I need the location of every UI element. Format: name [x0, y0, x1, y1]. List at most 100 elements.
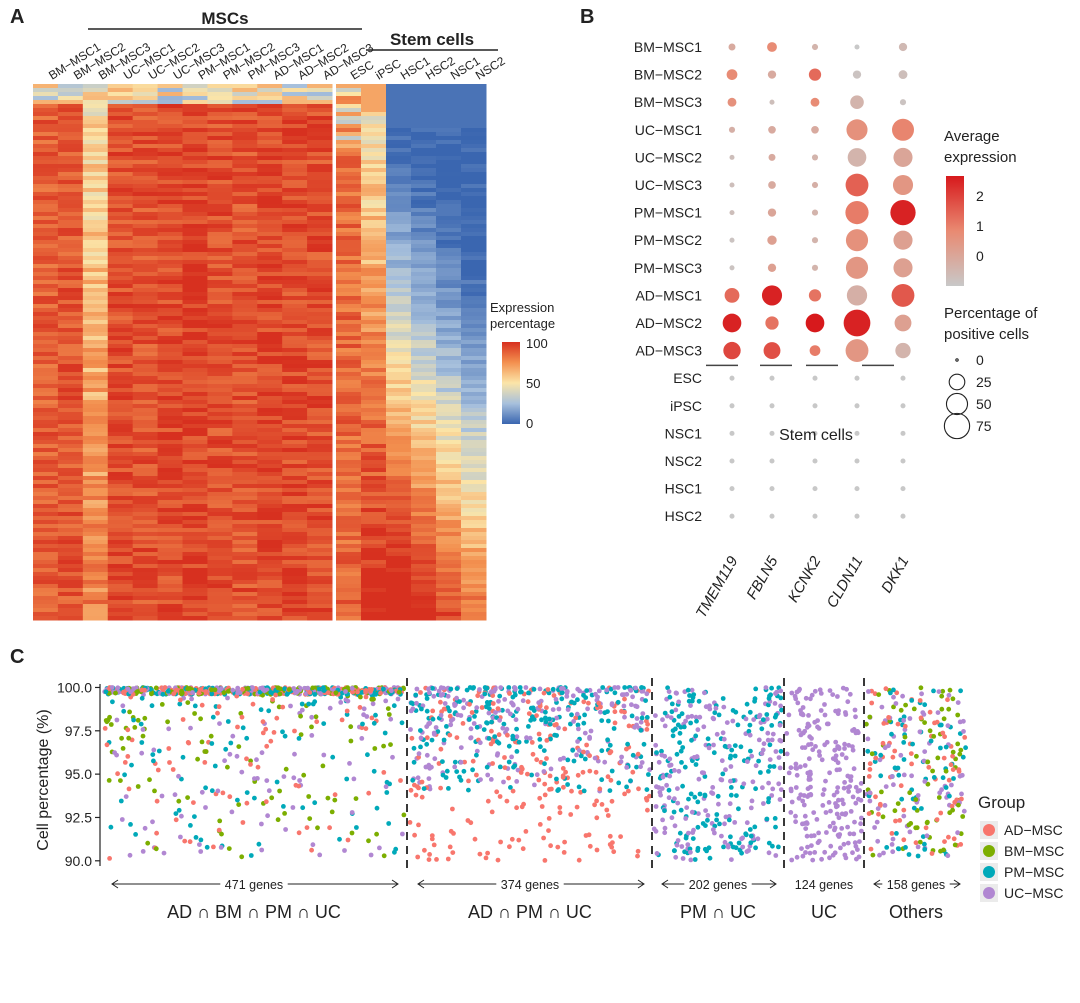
heatmap-cell — [157, 444, 183, 449]
heatmap-cell — [411, 584, 437, 589]
heatmap-cell — [386, 172, 412, 177]
heatmap-cell — [82, 300, 109, 305]
heatmap-cell — [282, 576, 308, 581]
heatmap-cell — [461, 432, 487, 437]
scatter-point — [410, 777, 416, 783]
heatmap-cell — [436, 268, 462, 273]
heatmap-cell — [307, 588, 333, 593]
heatmap-cell — [107, 508, 134, 513]
scatter-point — [920, 834, 926, 839]
heatmap-cell — [461, 188, 487, 193]
scatter-point — [539, 804, 545, 809]
scatter-point — [510, 788, 516, 794]
heatmap-cell — [82, 280, 109, 285]
heatmap-cell — [232, 320, 258, 325]
heatmap-cell — [82, 492, 109, 497]
scatter-point — [556, 787, 561, 792]
heatmap-cell — [107, 424, 134, 429]
heatmap-cell — [157, 520, 183, 525]
heatmap-cell — [361, 596, 387, 601]
dot-plot-dot — [769, 458, 775, 464]
dot-plot-dot — [900, 403, 906, 409]
heatmap-cell — [257, 232, 283, 237]
heatmap-cell — [182, 396, 208, 401]
heatmap-cell — [436, 560, 462, 565]
heatmap-cell — [33, 480, 59, 485]
heatmap-cell — [361, 272, 387, 277]
heatmap-cell — [282, 300, 308, 305]
heatmap-cell — [132, 140, 159, 145]
scatter-point — [678, 807, 684, 813]
scatter-point — [673, 707, 679, 713]
heatmap-cell — [282, 176, 308, 181]
heatmap-cell — [82, 496, 109, 501]
heatmap-cell — [107, 532, 134, 537]
heatmap-cell — [386, 404, 412, 409]
heatmap-cell — [436, 244, 462, 249]
scatter-point — [416, 754, 421, 760]
heatmap-cell — [182, 604, 208, 609]
heatmap-cell — [182, 444, 208, 449]
heatmap-cell — [336, 444, 362, 449]
heatmap-cell — [436, 528, 462, 533]
scatter-point — [950, 696, 956, 702]
scatter-point — [669, 709, 675, 715]
heatmap-cell — [361, 300, 387, 305]
heatmap-cell — [461, 132, 487, 137]
heatmap-cell — [436, 232, 462, 237]
scatter-point — [922, 841, 927, 847]
scatter-point — [493, 710, 498, 715]
heatmap-cell — [411, 428, 437, 433]
heatmap-cell — [182, 544, 208, 549]
scatter-point — [549, 786, 554, 792]
heatmap-cell — [207, 312, 233, 317]
scatter-point — [770, 843, 775, 849]
scatter-point — [312, 692, 318, 697]
heatmap-cell — [182, 580, 208, 585]
heatmap-cell — [182, 220, 208, 225]
heatmap-cell — [107, 372, 134, 377]
heatmap-cell — [411, 548, 437, 553]
heatmap-cell — [57, 304, 84, 309]
heatmap-cell — [411, 244, 437, 249]
scatter-point — [639, 715, 645, 721]
heatmap-cell — [157, 260, 183, 265]
heatmap-cell — [57, 424, 84, 429]
scatter-point — [497, 764, 503, 770]
heatmap-cell — [157, 492, 183, 497]
scatter-point — [486, 701, 492, 707]
scatter-point — [931, 688, 936, 694]
scatter-point — [199, 739, 205, 745]
heatmap-cell — [436, 484, 462, 489]
scatter-point — [594, 847, 600, 853]
heatmap-cell — [157, 124, 183, 129]
heatmap-cell — [207, 140, 233, 145]
scatter-point — [120, 703, 126, 709]
heatmap-cell — [107, 204, 134, 209]
heatmap-cell — [33, 516, 59, 521]
heatmap-cell — [386, 376, 412, 381]
heatmap-cell — [57, 116, 84, 121]
heatmap-cell — [182, 208, 208, 213]
scatter-point — [500, 725, 506, 731]
scatter-point — [525, 699, 531, 705]
scatter-point — [304, 825, 310, 830]
scatter-point — [369, 715, 375, 721]
scatter-point — [832, 850, 838, 856]
heatmap-cell — [107, 296, 134, 301]
scatter-point — [828, 808, 833, 814]
heatmap-cell — [386, 152, 412, 157]
scatter-point — [842, 780, 847, 785]
heatmap-cell — [157, 544, 183, 549]
scatter-point — [753, 686, 759, 692]
heatmap-cell — [411, 300, 437, 305]
scatter-point — [238, 711, 244, 716]
scatter-point — [282, 686, 288, 692]
heatmap-cell — [361, 264, 387, 269]
heatmap-cell — [182, 272, 208, 277]
scatter-point — [772, 701, 778, 706]
scatter-point — [753, 763, 759, 769]
scatter-point — [414, 700, 419, 706]
heatmap-cell — [182, 428, 208, 433]
scatter-point — [154, 798, 160, 804]
